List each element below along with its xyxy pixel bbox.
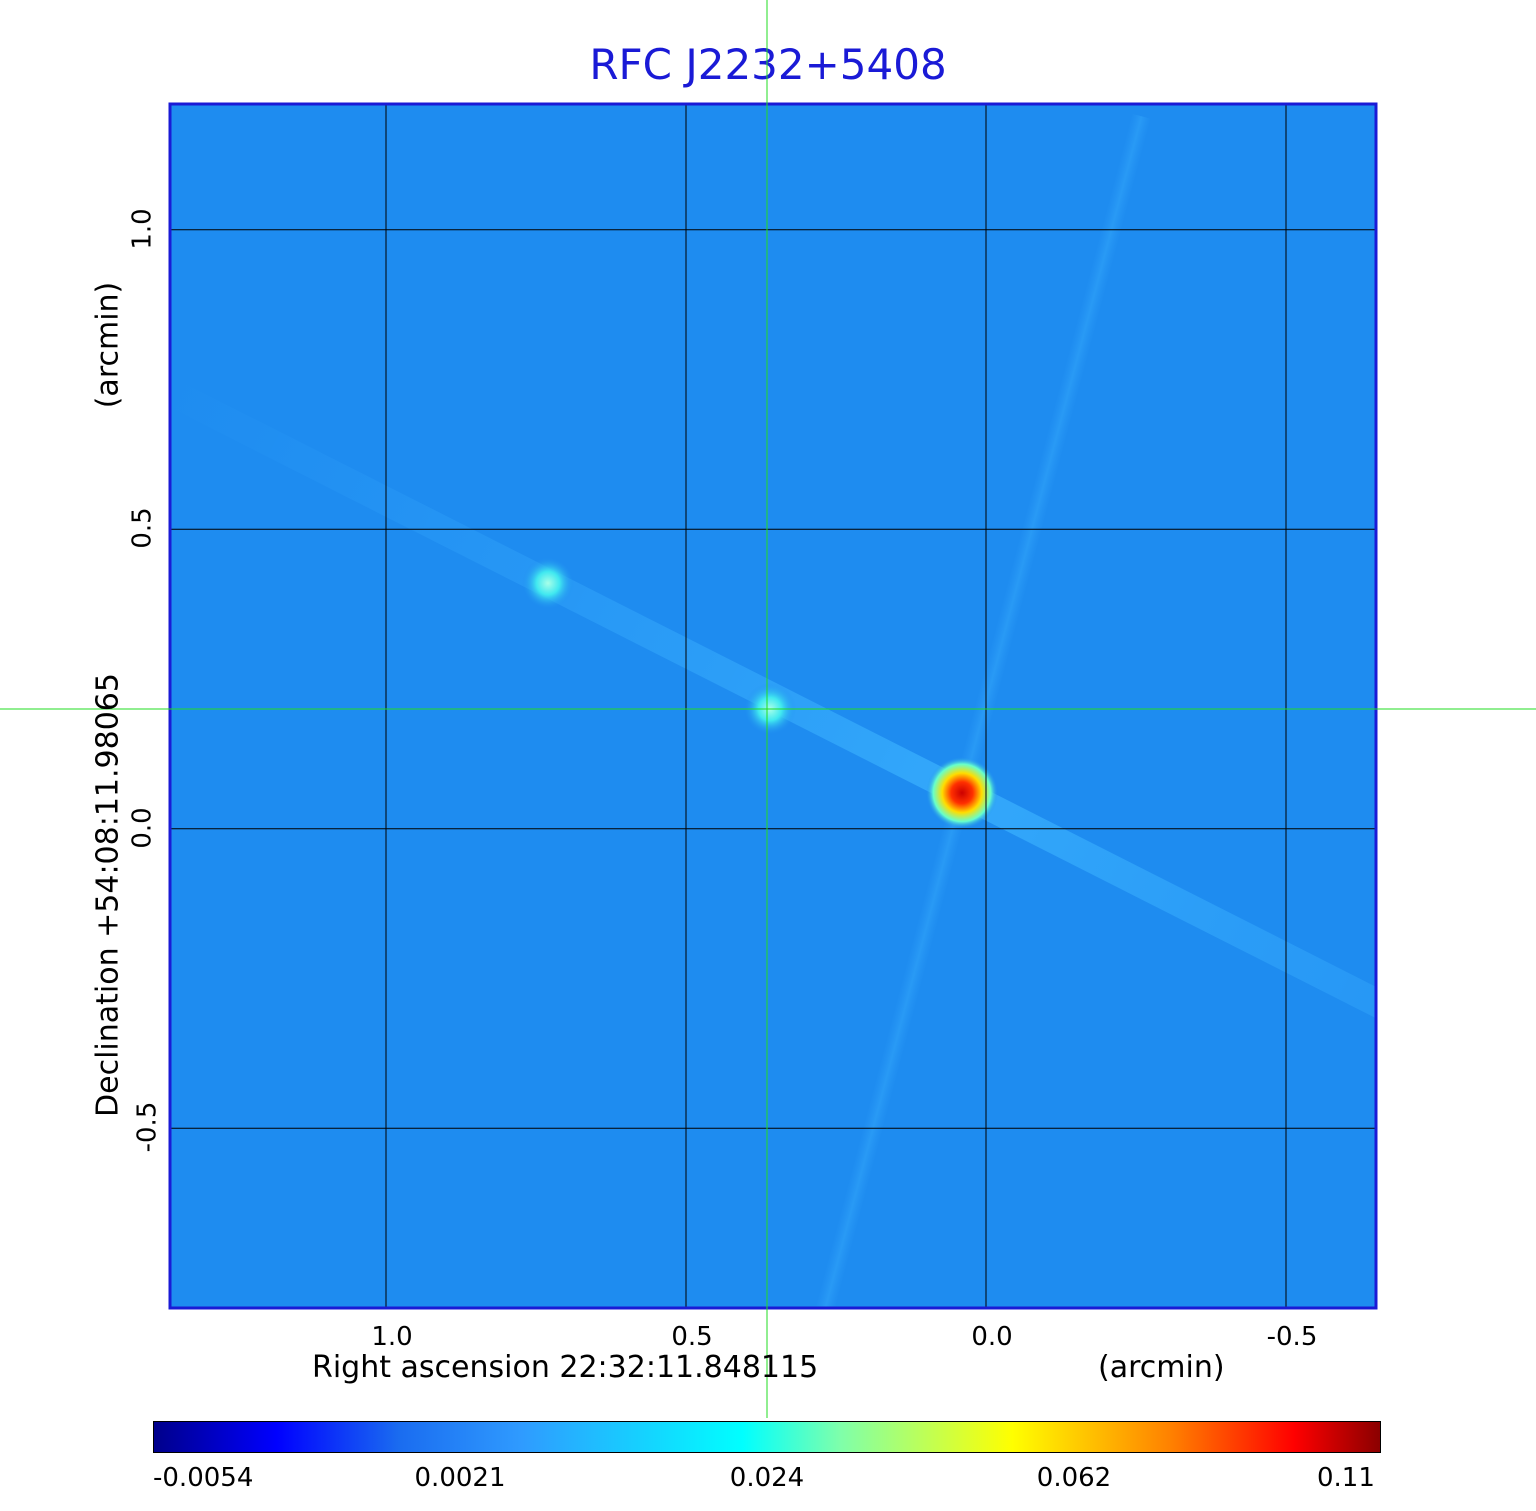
x-axis-unit: (arcmin) — [1098, 1350, 1225, 1385]
colorbar-label: -0.0054 — [153, 1463, 254, 1493]
x-tick-label: -0.5 — [1266, 1322, 1318, 1352]
colorbar-label: 0.11 — [1317, 1463, 1375, 1493]
y-axis-label: Declination +54:08:11.98065 — [90, 673, 126, 1117]
y-tick-label: 1.0 — [127, 208, 158, 250]
colorbar-label: 0.062 — [1036, 1463, 1112, 1493]
colorbar — [153, 1421, 1381, 1453]
weak-source — [522, 557, 574, 610]
colorbar-label: 0.024 — [729, 1463, 805, 1493]
y-axis-unit: (arcmin) — [90, 281, 126, 409]
colorbar-label: 0.0021 — [414, 1463, 506, 1493]
chart-title: RFC J2232+5408 — [589, 40, 947, 89]
x-tick-label: 0.5 — [671, 1322, 713, 1352]
x-tick-label: 1.0 — [371, 1322, 413, 1352]
plot-frame — [168, 102, 1378, 1310]
y-tick-label: -0.5 — [132, 1101, 163, 1153]
main-source — [926, 756, 998, 829]
heatmap-plot — [0, 0, 1536, 1418]
y-tick-label: 0.5 — [127, 507, 158, 549]
x-axis-label: Right ascension 22:32:11.848115 — [312, 1350, 819, 1385]
x-tick-label: 0.0 — [971, 1322, 1013, 1352]
y-tick-label: 0.0 — [127, 807, 158, 849]
